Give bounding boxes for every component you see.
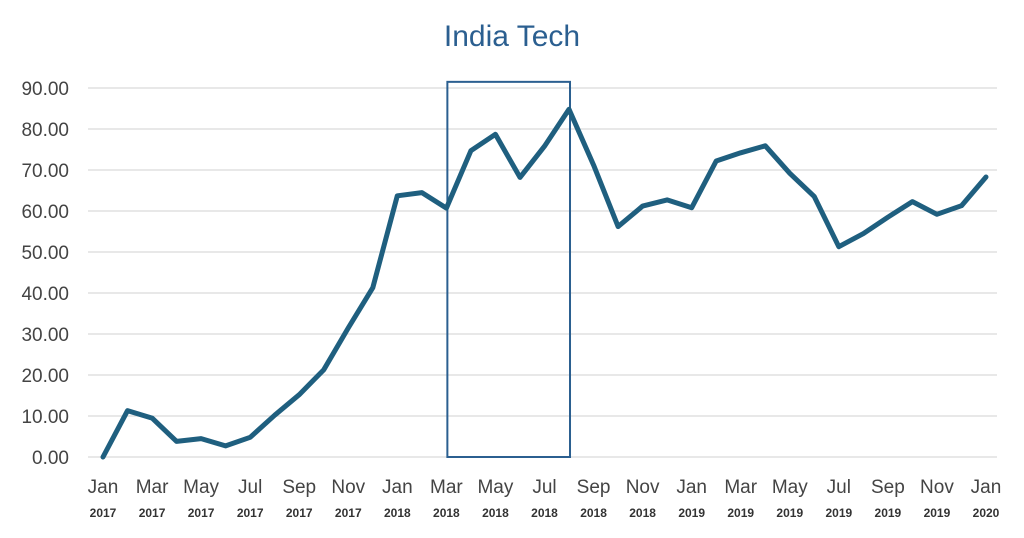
x-tick-month-label: May — [772, 477, 808, 498]
series-layer — [100, 106, 989, 460]
x-tick-month-label: Jul — [532, 477, 556, 498]
y-tick-label: 50.00 — [21, 243, 69, 264]
x-tick-year-label: 2018 — [629, 506, 656, 520]
y-tick-label: 90.00 — [21, 79, 69, 100]
x-tick-year-label: 2017 — [237, 506, 264, 520]
x-tick-year-label: 2017 — [90, 506, 117, 520]
y-tick-label: 80.00 — [21, 120, 69, 141]
series-line — [100, 106, 989, 460]
x-tick-year-label: 2017 — [139, 506, 166, 520]
y-tick-label: 0.00 — [32, 448, 69, 469]
y-tick-label: 40.00 — [21, 284, 69, 305]
x-tick-month-label: Mar — [430, 477, 463, 498]
x-tick-year-label: 2019 — [825, 506, 852, 520]
x-tick-year-label: 2018 — [384, 506, 411, 520]
x-tick-month-label: May — [183, 477, 219, 498]
x-tick-month-label: Jan — [971, 477, 1002, 498]
x-tick-month-label: Sep — [577, 477, 611, 498]
x-tick-month-label: Jan — [676, 477, 707, 498]
x-tick-year-label: 2017 — [335, 506, 362, 520]
highlight-box-layer — [446, 80, 572, 458]
highlight-box — [446, 80, 572, 458]
x-tick-year-label: 2017 — [286, 506, 313, 520]
x-tick-month-label: Nov — [626, 477, 660, 498]
x-tick-year-label: 2019 — [727, 506, 754, 520]
y-axis-tick-labels: 0.00 10.00 20.00 30.00 40.00 50.00 60.00 70.00 8… — [21, 79, 69, 469]
x-tick-month-label: Jul — [238, 477, 262, 498]
x-tick-month-label: Sep — [282, 477, 316, 498]
x-tick-month-label: Nov — [920, 477, 954, 498]
x-tick-year-label: 2017 — [188, 506, 215, 520]
y-tick-label: 30.00 — [21, 325, 69, 346]
chart-title: India Tech — [444, 20, 580, 53]
x-tick-month-label: Jan — [88, 477, 119, 498]
x-tick-month-label: Jan — [382, 477, 413, 498]
y-tick-label: 70.00 — [21, 161, 69, 182]
y-tick-label: 20.00 — [21, 366, 69, 387]
x-tick-month-label: May — [477, 477, 513, 498]
x-tick-month-label: Jul — [827, 477, 851, 498]
gridlines — [88, 87, 997, 458]
x-tick-month-label: Sep — [871, 477, 905, 498]
x-tick-year-label: 2019 — [776, 506, 803, 520]
x-axis-tick-labels: Jan 2017 Mar 2017 May 2017 Jul 2017 Sep 2017 Nov 20… — [88, 477, 1002, 520]
x-tick-year-label: 2018 — [580, 506, 607, 520]
y-tick-label: 10.00 — [21, 407, 69, 428]
x-tick-year-label: 2020 — [973, 506, 1000, 520]
x-tick-year-label: 2019 — [924, 506, 951, 520]
x-tick-year-label: 2018 — [433, 506, 460, 520]
x-tick-year-label: 2019 — [678, 506, 705, 520]
x-tick-month-label: Mar — [724, 477, 757, 498]
x-tick-year-label: 2018 — [531, 506, 558, 520]
x-tick-month-label: Mar — [136, 477, 169, 498]
x-tick-year-label: 2018 — [482, 506, 509, 520]
x-tick-year-label: 2019 — [875, 506, 902, 520]
x-tick-month-label: Nov — [331, 477, 365, 498]
y-tick-label: 60.00 — [21, 202, 69, 223]
